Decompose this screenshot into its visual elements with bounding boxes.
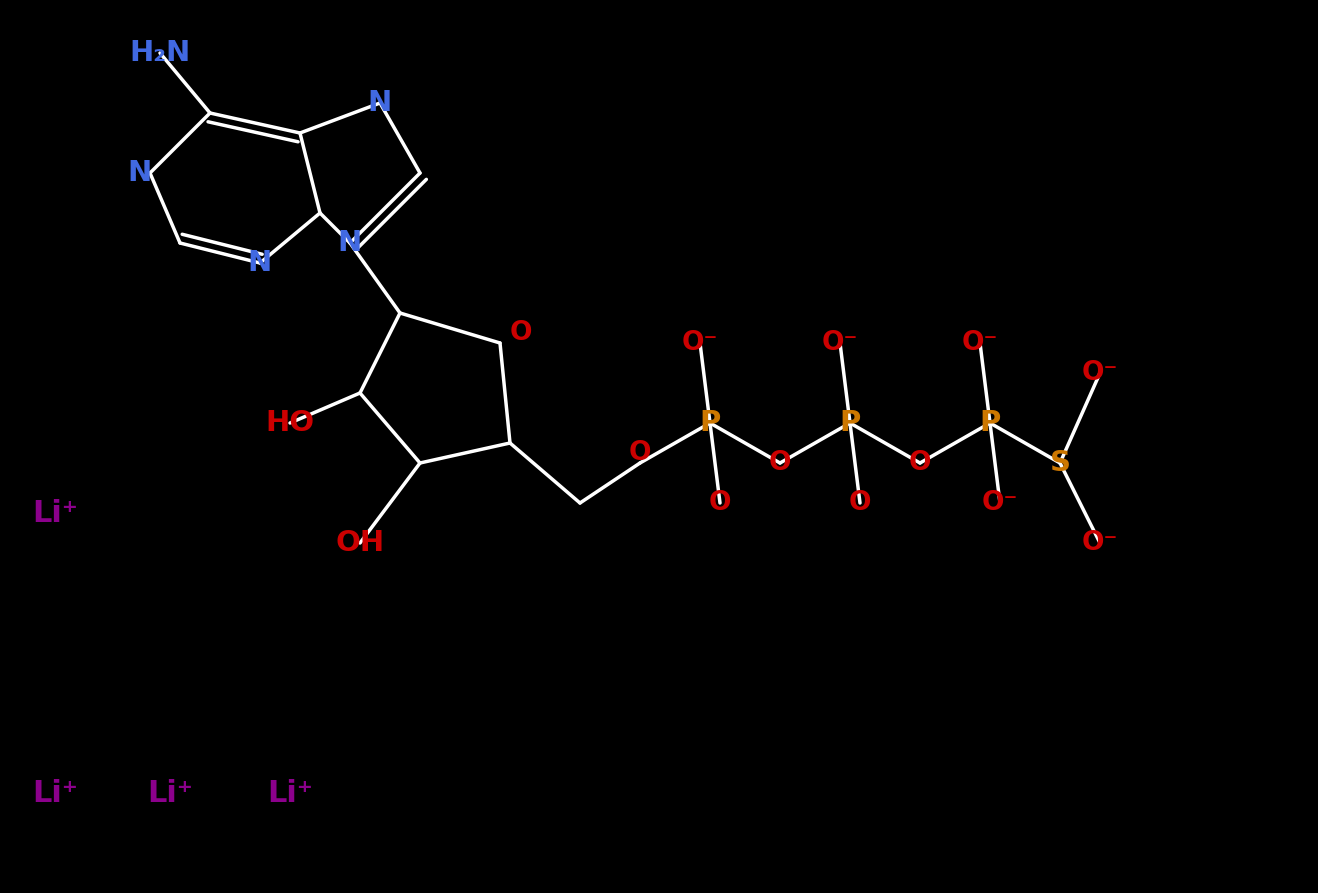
Text: O⁻: O⁻ (1082, 530, 1118, 556)
Text: Li⁺: Li⁺ (32, 779, 78, 807)
Text: Li⁺: Li⁺ (148, 779, 192, 807)
Text: O⁻: O⁻ (982, 490, 1019, 516)
Text: O: O (510, 320, 532, 346)
Text: OH: OH (336, 529, 385, 557)
Text: N: N (128, 159, 152, 187)
Text: O: O (849, 490, 871, 516)
Text: P: P (979, 409, 1000, 437)
Text: P: P (700, 409, 721, 437)
Text: N: N (337, 229, 362, 257)
Text: O⁻: O⁻ (1082, 360, 1118, 386)
Text: O⁻: O⁻ (681, 330, 718, 356)
Text: N: N (248, 249, 272, 277)
Text: P: P (840, 409, 861, 437)
Text: O: O (629, 440, 651, 466)
Text: HO: HO (265, 409, 315, 437)
Text: N: N (368, 89, 393, 117)
Text: O: O (908, 450, 932, 476)
Text: O⁻: O⁻ (822, 330, 858, 356)
Text: O: O (709, 490, 731, 516)
Text: S: S (1049, 449, 1070, 477)
Text: O: O (768, 450, 791, 476)
Text: Li⁺: Li⁺ (32, 498, 78, 528)
Text: O⁻: O⁻ (962, 330, 998, 356)
Text: Li⁺: Li⁺ (268, 779, 312, 807)
Text: H₂N: H₂N (129, 39, 191, 67)
